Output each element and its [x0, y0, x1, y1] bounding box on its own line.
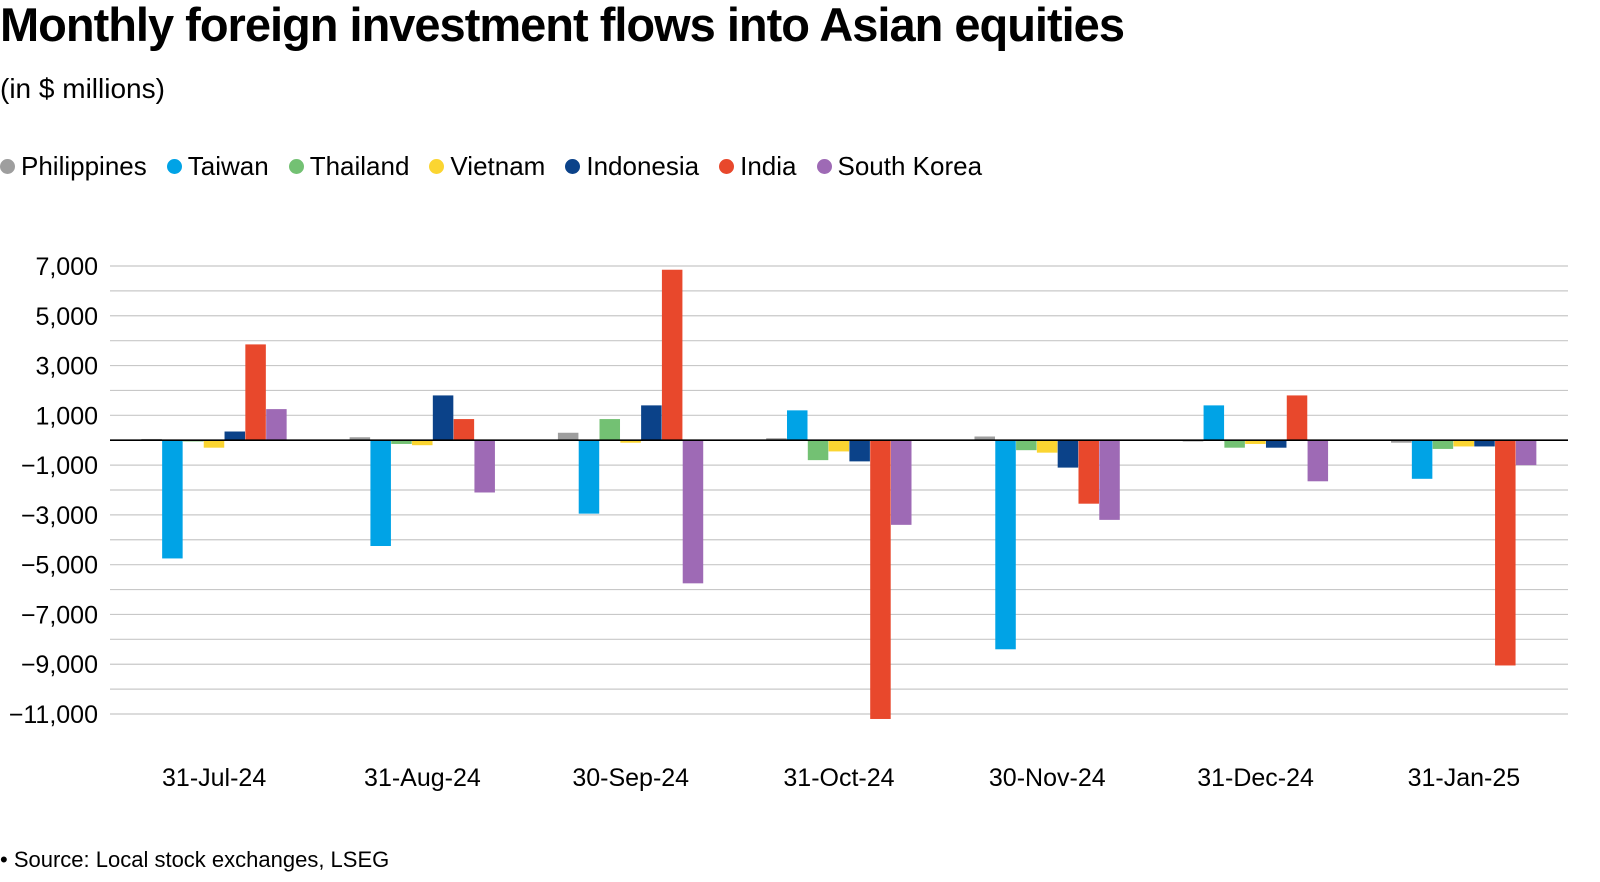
- legend-label: Thailand: [309, 151, 410, 181]
- legend-label: India: [740, 151, 797, 181]
- legend-swatch: [166, 158, 182, 174]
- bar-vietnam-31-jul-24: [203, 440, 225, 448]
- y-tick-label: 5,000: [35, 303, 98, 331]
- bar-india-31-dec-24: [1286, 395, 1308, 441]
- bar-south-korea-31-jan-25: [1515, 440, 1537, 466]
- grid-lines: [110, 265, 1568, 715]
- bar-indonesia-31-dec-24: [1265, 440, 1287, 448]
- bar-thailand-31-aug-24: [391, 440, 412, 444]
- legend: Philippines Taiwan Thailand Vietnam Indonesi…: [0, 152, 1002, 181]
- legend-swatch: [719, 158, 735, 174]
- legend-label: Philippines: [21, 151, 147, 181]
- legend-swatch: [288, 158, 304, 174]
- bar-south-korea-30-nov-24: [1099, 440, 1120, 520]
- bar-india-31-jul-24: [245, 344, 266, 441]
- bar-thailand-31-jan-25: [1432, 440, 1454, 449]
- legend-entry-india: India: [719, 151, 797, 181]
- bar-india-31-aug-24: [453, 419, 475, 441]
- bar-south-korea-30-sep-24: [682, 440, 704, 584]
- legend-entry-philippines: Philippines: [0, 152, 147, 181]
- y-tick-label: 1,000: [35, 402, 98, 430]
- legend-label: Vietnam: [450, 151, 546, 181]
- bar-india-30-nov-24: [1078, 440, 1099, 504]
- bar-philippines-30-nov-24: [974, 436, 995, 441]
- bar-india-31-oct-24: [870, 440, 891, 719]
- bar-taiwan-30-nov-24: [995, 440, 1016, 650]
- bar-taiwan-31-aug-24: [370, 440, 391, 546]
- x-tick-label: 31-Oct-24: [783, 764, 894, 792]
- bar-philippines-31-jan-25: [1391, 440, 1412, 443]
- bar-south-korea-31-dec-24: [1307, 440, 1329, 482]
- chart-title: Monthly foreign investment flows into As…: [0, 0, 1125, 51]
- legend-swatch: [816, 158, 832, 174]
- legend-entry-south-korea: South Korea: [816, 151, 983, 181]
- y-axis-ticks: 7,000 5,000 3,000 1,000 −1,000 −3,000 −5,000 −7…: [9, 253, 98, 729]
- x-tick-label: 31-Jan-25: [1408, 764, 1521, 792]
- bar-south-korea-31-jul-24: [266, 409, 287, 441]
- legend-entry-indonesia: Indonesia: [565, 152, 699, 181]
- x-tick-label: 30-Nov-24: [989, 764, 1106, 792]
- bar-vietnam-31-oct-24: [828, 440, 850, 452]
- bar-indonesia-31-oct-24: [849, 440, 870, 462]
- bar-indonesia-30-sep-24: [641, 405, 662, 441]
- source-note: • Source: Local stock exchanges, LSEG: [0, 847, 390, 872]
- bar-vietnam-30-sep-24: [620, 440, 641, 443]
- bar-india-31-jan-25: [1495, 440, 1516, 666]
- bars: [141, 269, 1537, 719]
- bar-india-30-sep-24: [661, 269, 683, 441]
- legend-entry-taiwan: Taiwan: [166, 151, 269, 181]
- y-tick-label: −5,000: [21, 552, 98, 580]
- legend-entry-thailand: Thailand: [288, 151, 410, 181]
- bar-philippines-31-oct-24: [766, 438, 787, 441]
- bar-taiwan-31-jul-24: [162, 440, 183, 559]
- bar-thailand-30-nov-24: [1016, 440, 1037, 451]
- legend-swatch: [429, 158, 445, 174]
- legend-swatch: [565, 158, 581, 174]
- legend-label: Indonesia: [586, 151, 700, 181]
- legend-entry-vietnam: Vietnam: [429, 152, 545, 181]
- bar-indonesia-30-nov-24: [1057, 440, 1079, 468]
- bar-taiwan-31-oct-24: [787, 410, 808, 441]
- y-tick-label: −7,000: [21, 601, 98, 629]
- y-tick-label: −11,000: [9, 701, 98, 729]
- bar-vietnam-30-nov-24: [1036, 440, 1058, 453]
- bar-taiwan-31-jan-25: [1411, 440, 1433, 479]
- legend-label: Taiwan: [187, 151, 269, 181]
- x-tick-label: 30-Sep-24: [572, 764, 689, 792]
- bar-taiwan-30-sep-24: [578, 440, 600, 514]
- bar-philippines-31-aug-24: [349, 437, 371, 441]
- bar-taiwan-31-dec-24: [1203, 405, 1225, 441]
- bar-philippines-30-sep-24: [557, 432, 579, 441]
- x-tick-label: 31-Dec-24: [1197, 764, 1314, 792]
- x-tick-label: 31-Aug-24: [364, 764, 481, 792]
- bar-thailand-31-dec-24: [1224, 440, 1245, 448]
- y-tick-label: −9,000: [21, 651, 98, 679]
- bar-south-korea-31-aug-24: [474, 440, 495, 493]
- bar-south-korea-31-oct-24: [891, 440, 912, 525]
- y-tick-label: −3,000: [21, 502, 98, 530]
- y-tick-label: 7,000: [35, 253, 98, 281]
- y-tick-label: 3,000: [35, 353, 98, 381]
- bar-indonesia-31-aug-24: [432, 395, 454, 441]
- bar-vietnam-31-aug-24: [412, 440, 433, 446]
- legend-label: South Korea: [837, 151, 983, 181]
- bar-vietnam-31-dec-24: [1245, 440, 1266, 444]
- x-axis-ticks: 31-Jul-24 31-Aug-24 30-Sep-24 31-Oct-24 30-N…: [162, 764, 1520, 792]
- bar-indonesia-31-jul-24: [224, 431, 246, 441]
- bar-thailand-31-oct-24: [807, 440, 829, 461]
- bar-vietnam-31-jan-25: [1453, 440, 1474, 447]
- bar-indonesia-31-jan-25: [1474, 440, 1495, 447]
- legend-swatch: [0, 158, 15, 174]
- y-tick-label: −1,000: [21, 452, 98, 480]
- chart-subtitle: (in $ millions): [0, 73, 165, 104]
- x-tick-label: 31-Jul-24: [162, 764, 266, 792]
- bar-thailand-30-sep-24: [599, 419, 621, 441]
